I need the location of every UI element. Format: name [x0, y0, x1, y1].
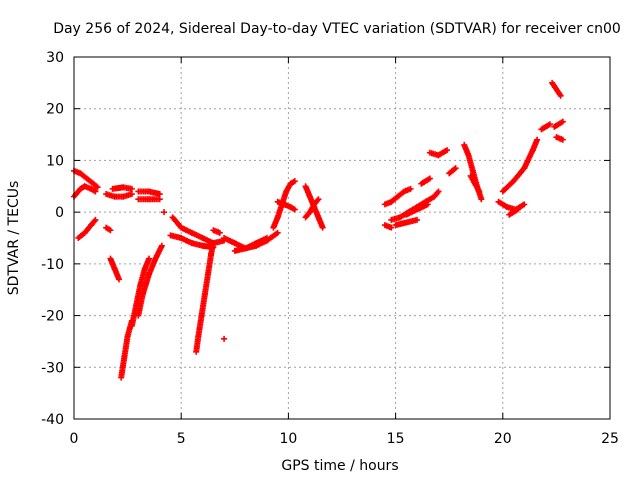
axis-ticks: 0 5 10 15 20 25 30 20 10 0 -10 -20 -30 -40 — [41, 50, 619, 447]
y-tick-label: -40 — [41, 412, 64, 428]
data-point — [210, 240, 217, 247]
data-point — [414, 216, 421, 223]
data-point — [521, 201, 528, 208]
data-point — [319, 224, 326, 231]
y-tick-label: 30 — [46, 50, 64, 66]
data-point — [92, 188, 99, 195]
data-point — [478, 196, 485, 203]
y-tick-label: -30 — [41, 360, 64, 376]
y-tick-label: 20 — [46, 102, 64, 118]
data-point — [107, 227, 114, 234]
x-tick-label: 25 — [601, 431, 619, 447]
y-tick-label: -20 — [41, 309, 64, 325]
data-point — [94, 184, 101, 191]
x-tick-label: 5 — [177, 431, 186, 447]
x-tick-label: 0 — [70, 431, 79, 447]
data-point — [388, 224, 395, 231]
data-point — [546, 121, 553, 128]
data-point — [291, 178, 298, 185]
x-tick-label: 10 — [279, 431, 297, 447]
data-point — [559, 136, 566, 143]
data-point — [216, 229, 223, 236]
data-point — [444, 147, 451, 154]
data-point — [156, 196, 163, 203]
data-point — [274, 229, 281, 236]
data-point — [315, 196, 322, 203]
data-point — [128, 191, 135, 198]
x-tick-label: 15 — [387, 431, 405, 447]
data-point — [146, 255, 153, 262]
data-point — [557, 92, 564, 99]
y-tick-label: -10 — [41, 257, 64, 273]
data-point — [435, 188, 442, 195]
data-point — [559, 118, 566, 125]
y-tick-label: 0 — [55, 205, 64, 221]
grid — [74, 57, 610, 419]
data-point — [93, 183, 100, 190]
data-point — [92, 216, 99, 223]
y-tick-label: 10 — [46, 153, 64, 169]
data-point — [158, 242, 165, 249]
data-point — [514, 206, 521, 213]
data-point — [263, 235, 270, 241]
x-axis-label: GPS time / hours — [281, 458, 398, 474]
data-point — [407, 185, 414, 192]
data-point — [128, 185, 135, 192]
data-point — [424, 201, 431, 208]
x-tick-label: 20 — [494, 431, 512, 447]
data-marks — [71, 79, 566, 381]
data-point — [534, 136, 541, 143]
plot-frame — [73, 56, 611, 420]
chart-title: Day 256 of 2024, Sidereal Day-to-day VTE… — [53, 21, 621, 37]
data-point — [426, 175, 433, 182]
data-point — [116, 276, 123, 283]
data-point — [156, 191, 163, 198]
data-point — [452, 165, 459, 172]
y-axis-label: SDTVAR / TECUs — [6, 181, 22, 296]
data-point — [221, 335, 228, 342]
data-point — [476, 188, 483, 195]
data-point — [161, 209, 168, 216]
data-point — [291, 206, 298, 213]
